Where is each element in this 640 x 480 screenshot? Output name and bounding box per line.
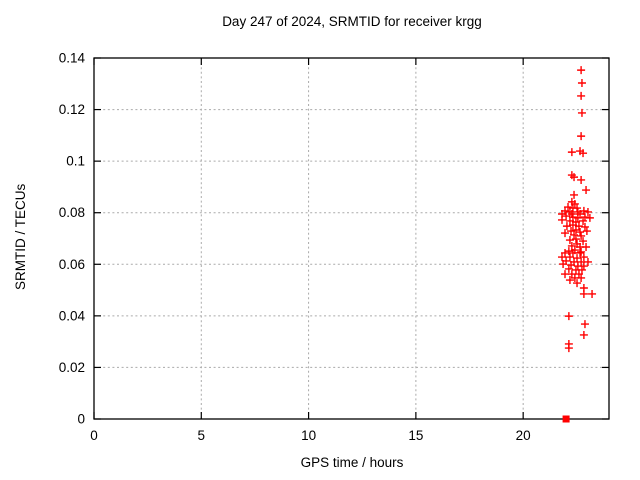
data-point-marker: [577, 108, 586, 117]
data-point-marker: [562, 222, 571, 231]
data-point-marker: [567, 241, 576, 250]
y-tick-label: 0.04: [59, 308, 86, 323]
data-point-marker: [561, 229, 570, 238]
data-point-marker: [558, 215, 567, 224]
data-point-marker: [580, 222, 589, 231]
data-point-marker: [565, 216, 574, 225]
data-point-marker: [577, 132, 586, 141]
y-tick-label: 0: [77, 412, 85, 427]
y-tick-label: 0.14: [59, 51, 86, 66]
data-point-marker: [562, 212, 571, 221]
data-point-marker: [579, 330, 588, 339]
data-point-marker: [570, 199, 579, 208]
data-point-marker: [582, 227, 591, 236]
data-point-marker: [579, 149, 588, 158]
data-point-marker: [568, 248, 577, 257]
data-point-marker: [570, 190, 579, 199]
data-point-marker: [583, 257, 592, 266]
data-point-marker: [565, 253, 574, 262]
data-point-marker: [577, 79, 586, 88]
data-point-marker: [577, 231, 586, 240]
data-point-marker: [577, 257, 586, 266]
data-point-marker: [573, 204, 582, 213]
data-point-marker: [576, 248, 585, 257]
data-point-marker: [573, 213, 582, 222]
y-tick-label: 0.02: [59, 360, 85, 375]
data-point-marker: [582, 186, 591, 195]
data-point-marker: [577, 247, 586, 256]
data-point-marker: [571, 225, 580, 234]
data-point-marker: [561, 270, 570, 279]
data-point-marker: [577, 273, 586, 282]
data-point-marker: [579, 289, 588, 298]
data-point-marker: [577, 66, 586, 75]
data-point-marker: [559, 260, 568, 269]
data-point-marker: [588, 289, 597, 298]
data-point-marker: [585, 213, 594, 222]
x-tick-label: 20: [516, 428, 531, 443]
x-tick-label: 10: [301, 428, 316, 443]
data-point-marker: [565, 276, 574, 285]
plot-border: [93, 57, 610, 420]
y-tick-label: 0.12: [59, 102, 85, 117]
data-point-marker: [579, 253, 588, 262]
data-point-marker: [564, 247, 573, 256]
data-point-marker: [576, 228, 585, 237]
data-point-marker: [583, 207, 592, 216]
data-point-marker: [570, 230, 579, 239]
data-point-marker: [579, 262, 588, 271]
data-point-marker: [580, 320, 589, 329]
y-tick-label: 0.06: [59, 257, 85, 272]
data-point-marker: [568, 221, 577, 230]
y-tick-label: 0.08: [59, 205, 85, 220]
data-point-marker: [564, 312, 573, 321]
data-point-marker: [577, 175, 586, 184]
data-point-marker: [577, 265, 586, 274]
data-point-marker: [573, 279, 582, 288]
data-point-marker: [564, 264, 573, 273]
data-point-marker: [579, 237, 588, 246]
data-point-marker: [571, 235, 580, 244]
data-point-marker: [558, 253, 567, 262]
data-point-marker: [570, 173, 579, 182]
y-tick-label: 0.1: [66, 154, 85, 169]
chart-title: Day 247 of 2024, SRMTID for receiver krg…: [222, 14, 482, 29]
x-tick-label: 5: [198, 428, 206, 443]
data-point-marker: [582, 243, 591, 252]
x-tick-label: 15: [408, 428, 423, 443]
zero-square-marker: [562, 415, 570, 423]
x-axis-label: GPS time / hours: [300, 455, 404, 470]
data-point-marker: [561, 248, 570, 257]
data-point-marker: [579, 216, 588, 225]
data-point-marker: [580, 213, 589, 222]
data-point-marker: [577, 91, 586, 100]
x-tick-label: 0: [90, 428, 98, 443]
data-point-marker: [567, 148, 576, 157]
data-point-marker: [564, 344, 573, 353]
data-point-marker: [565, 236, 574, 245]
